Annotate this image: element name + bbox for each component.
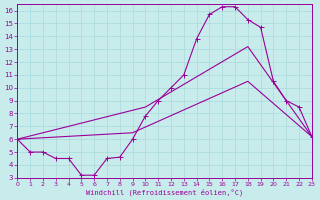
X-axis label: Windchill (Refroidissement éolien,°C): Windchill (Refroidissement éolien,°C) — [86, 188, 243, 196]
